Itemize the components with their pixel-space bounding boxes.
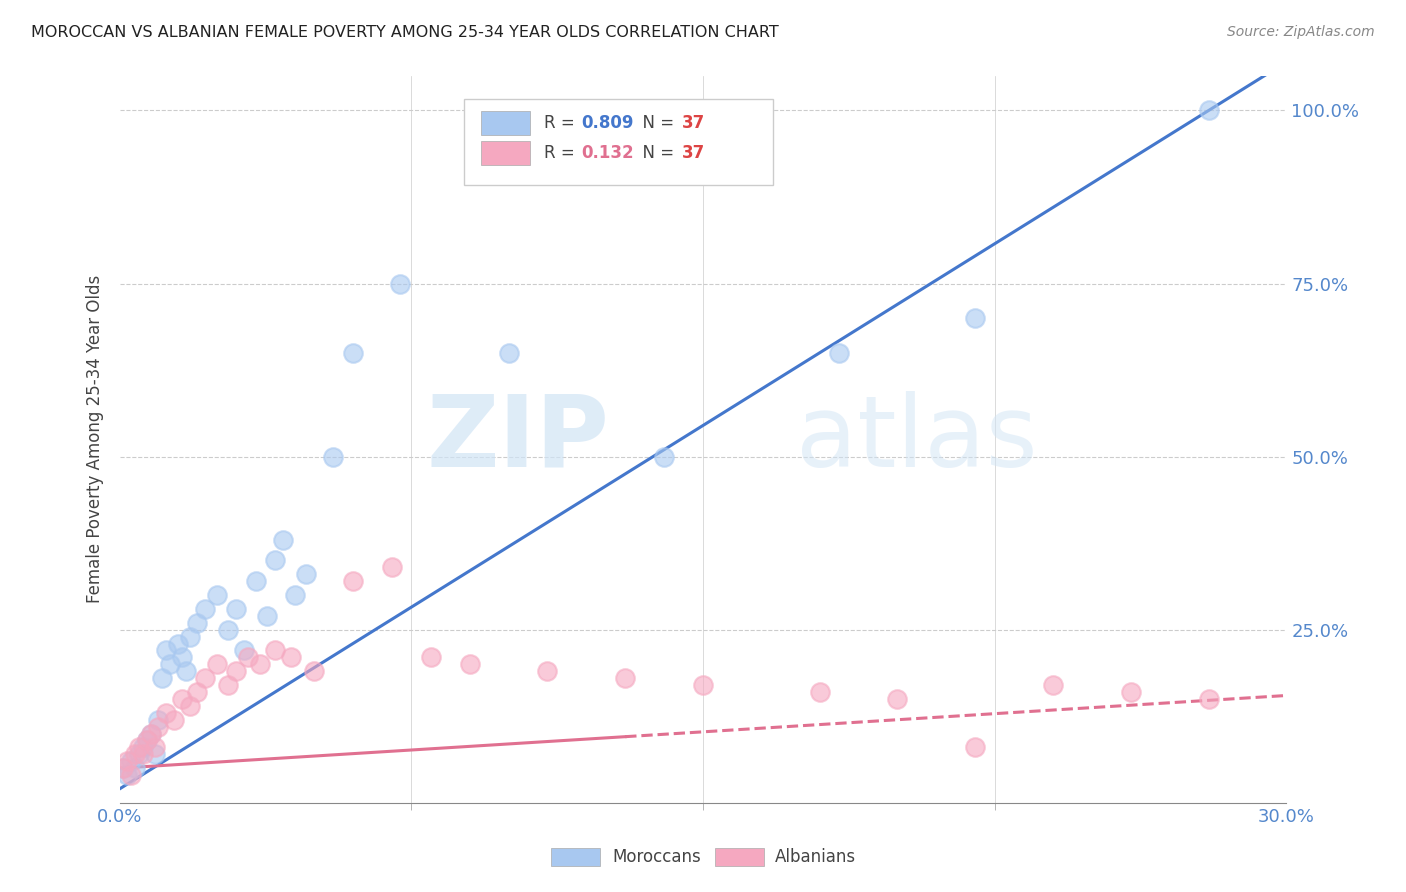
Point: [245, 574, 267, 589]
Point: [536, 665, 558, 679]
Text: ZIP: ZIP: [427, 391, 610, 488]
Point: [264, 643, 287, 657]
Point: [179, 630, 201, 644]
Point: [342, 345, 364, 359]
Point: [194, 602, 217, 616]
Bar: [551, 848, 600, 866]
Point: [159, 657, 181, 672]
Text: N =: N =: [631, 145, 679, 162]
Point: [342, 574, 364, 589]
Point: [205, 657, 228, 672]
Bar: [714, 848, 763, 866]
Text: R =: R =: [544, 114, 581, 132]
Point: [155, 706, 177, 720]
Point: [322, 450, 344, 464]
Point: [233, 643, 256, 657]
Text: 37: 37: [682, 114, 706, 132]
Point: [179, 698, 201, 713]
Point: [155, 643, 177, 657]
Point: [143, 747, 166, 762]
Point: [225, 665, 247, 679]
Point: [128, 747, 150, 762]
Point: [148, 713, 170, 727]
Point: [150, 671, 173, 685]
Point: [249, 657, 271, 672]
Point: [886, 692, 908, 706]
Point: [271, 533, 294, 547]
Point: [186, 615, 208, 630]
Point: [458, 657, 481, 672]
Point: [186, 685, 208, 699]
Text: N =: N =: [631, 114, 679, 132]
Point: [124, 747, 146, 762]
Point: [170, 692, 193, 706]
Text: 0.809: 0.809: [582, 114, 634, 132]
Point: [1119, 685, 1142, 699]
Point: [965, 311, 987, 326]
Point: [498, 345, 520, 359]
Point: [132, 740, 155, 755]
Point: [217, 678, 239, 692]
Bar: [481, 141, 530, 165]
Point: [120, 768, 142, 782]
Text: R =: R =: [544, 145, 585, 162]
Point: [166, 636, 188, 650]
Point: [174, 665, 197, 679]
Text: MOROCCAN VS ALBANIAN FEMALE POVERTY AMONG 25-34 YEAR OLDS CORRELATION CHART: MOROCCAN VS ALBANIAN FEMALE POVERTY AMON…: [31, 25, 779, 40]
Text: Source: ZipAtlas.com: Source: ZipAtlas.com: [1227, 25, 1375, 39]
Point: [132, 747, 155, 762]
Point: [163, 713, 186, 727]
Point: [135, 733, 157, 747]
Text: Moroccans: Moroccans: [612, 848, 700, 866]
Point: [295, 567, 318, 582]
Text: Albanians: Albanians: [775, 848, 856, 866]
Point: [965, 740, 987, 755]
Bar: [481, 112, 530, 136]
Point: [225, 602, 247, 616]
Point: [280, 650, 302, 665]
Point: [117, 754, 139, 768]
Point: [256, 608, 278, 623]
Point: [120, 754, 142, 768]
Point: [1198, 692, 1220, 706]
Y-axis label: Female Poverty Among 25-34 Year Olds: Female Poverty Among 25-34 Year Olds: [86, 276, 104, 603]
Point: [170, 650, 193, 665]
Text: 37: 37: [682, 145, 706, 162]
Point: [194, 671, 217, 685]
Point: [117, 768, 139, 782]
Point: [1198, 103, 1220, 118]
FancyBboxPatch shape: [464, 99, 773, 185]
Point: [419, 650, 441, 665]
Point: [614, 671, 637, 685]
Point: [135, 733, 157, 747]
Point: [302, 665, 325, 679]
Point: [264, 553, 287, 567]
Point: [236, 650, 259, 665]
Point: [205, 588, 228, 602]
Point: [692, 678, 714, 692]
Point: [148, 720, 170, 734]
Point: [381, 560, 404, 574]
Text: 0.132: 0.132: [582, 145, 634, 162]
Point: [217, 623, 239, 637]
Point: [388, 277, 411, 291]
Point: [808, 685, 831, 699]
Point: [652, 450, 675, 464]
Point: [139, 726, 162, 740]
Point: [112, 761, 135, 775]
Point: [1042, 678, 1064, 692]
Point: [139, 726, 162, 740]
Point: [143, 740, 166, 755]
Text: atlas: atlas: [796, 391, 1038, 488]
Point: [284, 588, 307, 602]
Point: [828, 345, 851, 359]
Point: [124, 761, 146, 775]
Point: [128, 740, 150, 755]
Point: [112, 761, 135, 775]
